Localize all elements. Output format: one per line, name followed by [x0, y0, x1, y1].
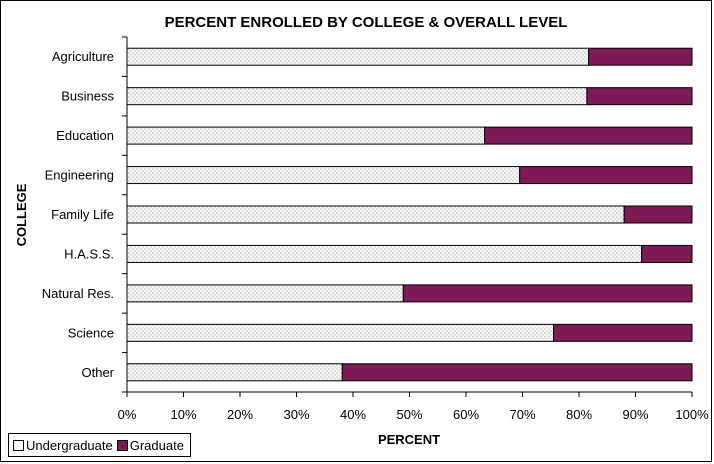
x-tick-label: 30% — [283, 407, 309, 422]
bars-group — [126, 47, 693, 382]
bar-graduate-family-life — [623, 205, 693, 224]
y-axis-label: COLLEGE — [14, 183, 29, 246]
x-tick-label: 60% — [453, 407, 479, 422]
bar-graduate-engineering — [519, 166, 693, 185]
bar-graduate-other — [341, 363, 693, 382]
y-tick-label: Education — [56, 128, 114, 143]
legend: Undergraduate Graduate — [8, 433, 191, 457]
legend-item-undergraduate: Undergraduate — [13, 438, 113, 453]
bar-graduate-education — [484, 126, 693, 145]
bar-undergraduate-education — [126, 126, 486, 145]
bar-undergraduate-engineering — [126, 166, 521, 185]
x-tick-label: 50% — [396, 407, 422, 422]
x-tick-label: 90% — [622, 407, 648, 422]
legend-item-graduate: Graduate — [116, 437, 184, 453]
y-tick-label: Business — [61, 89, 114, 104]
axes-group: Agriculture Business Education Engineering F… — [42, 36, 709, 422]
legend-label-undergraduate: Undergraduate — [26, 437, 113, 453]
x-tick-label: 80% — [566, 407, 592, 422]
bar-undergraduate-agriculture — [126, 47, 590, 66]
x-tick-label: 70% — [509, 407, 535, 422]
x-tick-label: 20% — [227, 407, 253, 422]
bar-graduate-science — [553, 323, 693, 342]
bar-undergraduate-business — [126, 87, 588, 106]
bar-undergraduate-science — [126, 323, 555, 342]
y-tick-label: Family Life — [51, 207, 114, 222]
bar-graduate-business — [586, 87, 693, 106]
y-tick-label: Engineering — [45, 168, 114, 183]
x-tick-label: 40% — [340, 407, 366, 422]
y-tick-label: Agriculture — [52, 49, 114, 64]
bar-undergraduate-family-life — [126, 205, 625, 224]
bar-undergraduate-h-a-s-s — [126, 244, 643, 263]
y-tick-label: Natural Res. — [42, 286, 114, 301]
legend-label-graduate: Graduate — [129, 437, 184, 453]
bar-graduate-agriculture — [588, 47, 693, 66]
x-axis-label: PERCENT — [378, 432, 440, 447]
legend-swatch-graduate — [116, 439, 128, 451]
bar-graduate-natural-res — [402, 284, 693, 303]
y-tick-label: H.A.S.S. — [64, 246, 114, 261]
bar-undergraduate-other — [126, 363, 343, 382]
x-tick-label: 10% — [170, 407, 196, 422]
y-tick-label: Science — [68, 325, 114, 340]
bar-undergraduate-natural-res — [126, 284, 404, 303]
x-tick-label: 100% — [675, 407, 709, 422]
y-tick-label: Other — [81, 365, 114, 380]
x-tick-label: 0% — [118, 407, 137, 422]
bar-graduate-h-a-s-s — [641, 244, 693, 263]
legend-swatch-undergraduate — [13, 439, 24, 451]
chart-title: PERCENT ENROLLED BY COLLEGE & OVERALL LE… — [165, 14, 568, 31]
